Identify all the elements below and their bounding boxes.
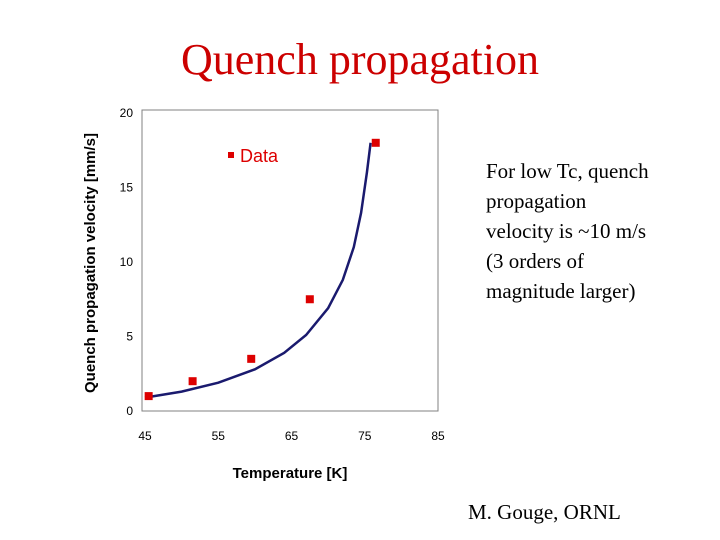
y-tick-label: 15 — [120, 181, 134, 195]
x-tick-label: 55 — [212, 429, 226, 443]
y-tick-label: 5 — [126, 330, 133, 344]
slide-title: Quench propagation — [181, 35, 539, 84]
y-tick-label: 10 — [120, 255, 134, 269]
x-tick-label: 45 — [138, 429, 152, 443]
data-point-marker — [305, 295, 314, 304]
data-point-marker — [247, 354, 256, 363]
data-point-marker — [188, 377, 197, 386]
y-tick-label: 0 — [126, 404, 133, 418]
legend-label: Data — [240, 146, 279, 166]
x-tick-labels: 45 55 65 75 85 — [138, 429, 445, 443]
y-tick-label: 20 — [120, 106, 134, 120]
fit-curve — [144, 142, 372, 399]
data-markers — [144, 138, 380, 401]
legend-swatch — [228, 152, 234, 158]
credit-text: M. Gouge, ORNL — [468, 500, 621, 524]
x-tick-label: 85 — [431, 429, 445, 443]
annotation-note: For low Tc, quench propagation velocity … — [486, 159, 649, 303]
x-axis-title: Temperature [K] — [233, 465, 348, 482]
data-point-marker — [144, 392, 153, 401]
x-tick-label: 75 — [358, 429, 372, 443]
y-axis-title: Quench propagation velocity [mm/s] — [82, 133, 99, 393]
y-tick-labels: 0 5 10 15 20 — [120, 106, 134, 418]
legend: Data — [228, 146, 279, 166]
plot-area — [141, 109, 439, 412]
x-tick-label: 65 — [285, 429, 299, 443]
data-point-marker — [371, 138, 380, 147]
